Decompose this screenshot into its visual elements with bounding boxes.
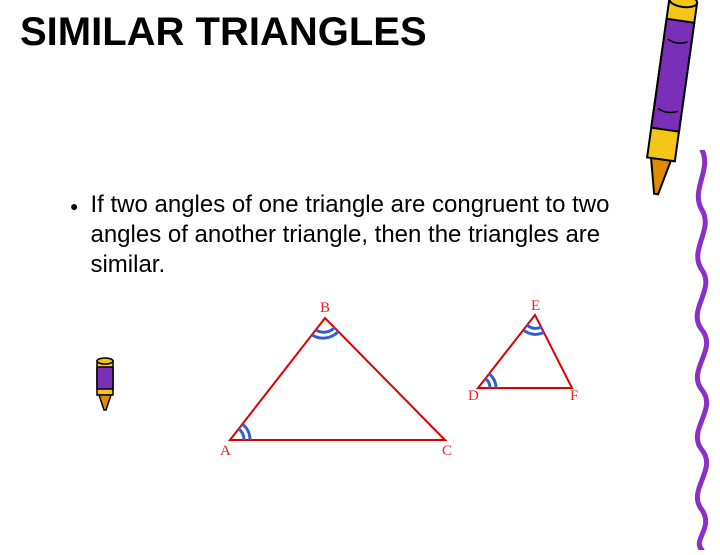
squiggle-line [684,150,714,550]
slide-title: SIMILAR TRIANGLES [20,10,427,55]
vertex-d-label: D [468,388,479,404]
angle-arc-a-1 [239,429,244,440]
angle-arc-e-1 [527,325,541,328]
bullet-dot: ● [70,198,78,280]
angle-arc-b-1 [316,328,335,332]
angle-arc-e-2 [524,330,544,334]
triangle-abc [230,318,445,440]
vertex-e-label: E [531,300,540,314]
vertex-c-label: C [442,443,452,459]
vertex-a-label: A [220,443,231,459]
vertex-b-label: B [320,300,330,316]
bullet-item: ● If two angles of one triangle are cong… [70,190,630,280]
bullet-text: If two angles of one triangle are congru… [90,190,630,280]
triangles-diagram: A B C D E F [220,300,590,460]
small-crayon-icon [85,355,125,415]
vertex-f-label: F [570,388,578,404]
angle-arc-d-1 [485,379,490,389]
